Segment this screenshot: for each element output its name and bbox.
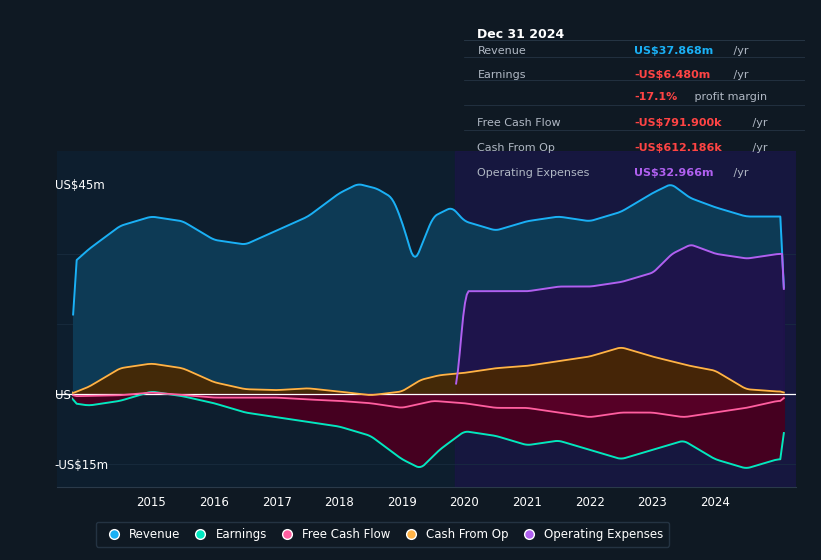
Text: Earnings: Earnings xyxy=(478,71,526,81)
Text: -US$6.480m: -US$6.480m xyxy=(635,71,710,81)
Text: /yr: /yr xyxy=(730,71,748,81)
Text: Operating Expenses: Operating Expenses xyxy=(478,168,589,178)
Text: /yr: /yr xyxy=(749,118,767,128)
Text: profit margin: profit margin xyxy=(691,92,768,102)
Text: -US$612.186k: -US$612.186k xyxy=(635,143,722,153)
Text: -17.1%: -17.1% xyxy=(635,92,677,102)
Text: /yr: /yr xyxy=(730,45,748,55)
Text: -US$791.900k: -US$791.900k xyxy=(635,118,722,128)
Text: Dec 31 2024: Dec 31 2024 xyxy=(478,28,565,41)
Text: Revenue: Revenue xyxy=(478,45,526,55)
Text: US$37.868m: US$37.868m xyxy=(635,45,713,55)
Text: US$32.966m: US$32.966m xyxy=(635,168,713,178)
Text: /yr: /yr xyxy=(730,168,748,178)
Text: Free Cash Flow: Free Cash Flow xyxy=(478,118,561,128)
Text: /yr: /yr xyxy=(749,143,767,153)
Bar xyxy=(455,151,796,487)
Legend: Revenue, Earnings, Free Cash Flow, Cash From Op, Operating Expenses: Revenue, Earnings, Free Cash Flow, Cash … xyxy=(96,522,669,547)
Text: Cash From Op: Cash From Op xyxy=(478,143,555,153)
